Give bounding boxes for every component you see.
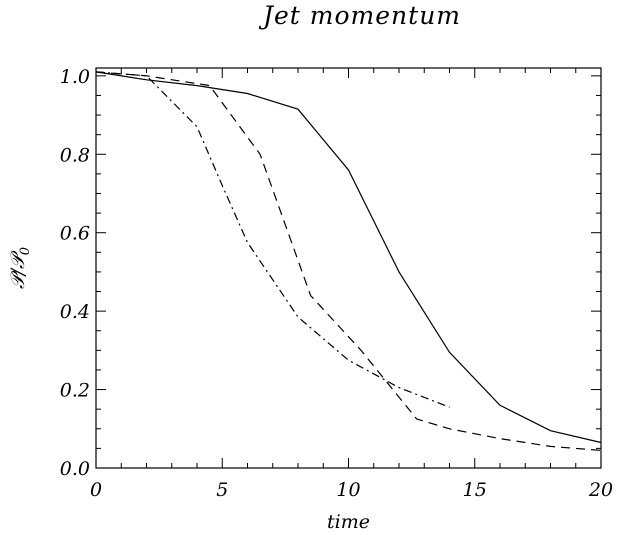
x-tick-label: 5 bbox=[216, 479, 228, 501]
chart-title: Jet momentum bbox=[258, 1, 461, 30]
x-tick-label: 10 bbox=[336, 479, 360, 501]
x-tick-label: 20 bbox=[588, 479, 613, 501]
x-axis-label: time bbox=[327, 511, 370, 533]
y-axis-label-sub: 0 bbox=[18, 247, 33, 255]
y-tick-label: 0.2 bbox=[60, 380, 90, 402]
y-tick-label: 0.0 bbox=[60, 458, 90, 480]
y-tick-label: 0.4 bbox=[60, 301, 90, 323]
y-axis-label-main: 𝒫/𝒫 bbox=[7, 250, 29, 289]
plot-frame bbox=[95, 67, 602, 469]
series-group bbox=[95, 71, 602, 451]
y-axis-label: 𝒫/𝒫0 bbox=[7, 247, 33, 289]
y-tick-label: 0.8 bbox=[60, 144, 90, 166]
series-line-dashed bbox=[95, 71, 602, 451]
y-tick-label: 0.6 bbox=[60, 223, 90, 245]
series-line-solid bbox=[95, 71, 602, 444]
x-tick-label: 0 bbox=[90, 479, 102, 501]
axis-ticks bbox=[95, 68, 602, 469]
svg-text:𝒫/𝒫0: 𝒫/𝒫0 bbox=[7, 247, 33, 289]
tick-labels: 0 5 10 15 20 0.0 0.2 0.4 0.6 0.8 1.0 bbox=[60, 66, 613, 501]
y-tick-label: 1.0 bbox=[60, 66, 90, 88]
x-tick-label: 15 bbox=[463, 479, 487, 501]
series-line-dashdot bbox=[95, 71, 450, 408]
